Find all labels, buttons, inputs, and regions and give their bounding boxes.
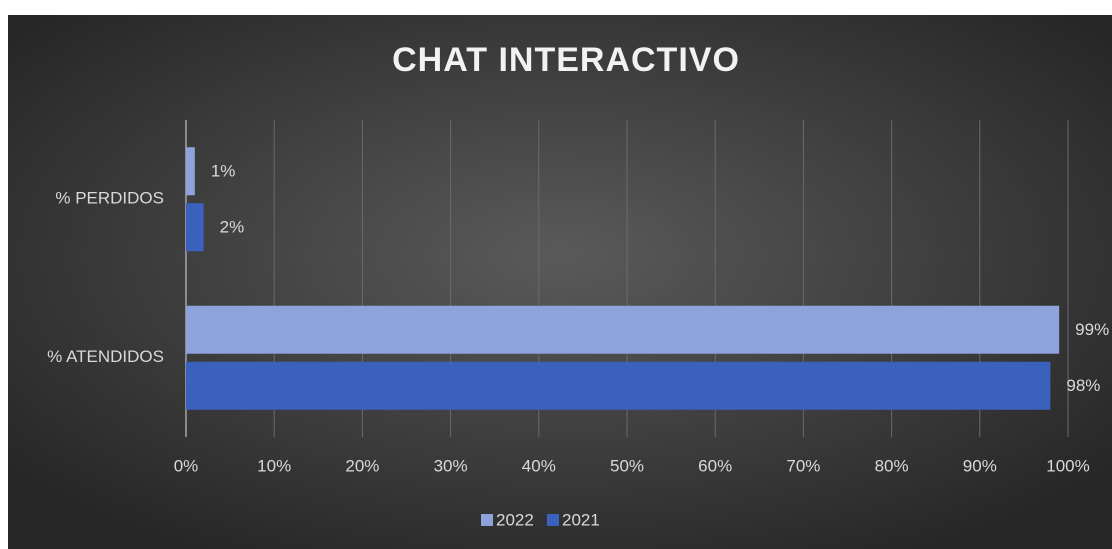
x-tick-label: 50% (610, 456, 644, 475)
bar (186, 147, 195, 196)
chart-background (8, 15, 1112, 549)
data-label: 2% (220, 218, 245, 237)
x-tick-label: 70% (786, 456, 820, 475)
x-tick-label: 60% (698, 456, 732, 475)
legend-swatch (481, 514, 493, 526)
bar (186, 305, 1060, 354)
data-label: 99% (1075, 320, 1109, 339)
bar (186, 361, 1051, 410)
x-tick-label: 90% (963, 456, 997, 475)
x-tick-label: 80% (875, 456, 909, 475)
x-tick-label: 20% (345, 456, 379, 475)
x-tick-label: 40% (522, 456, 556, 475)
x-tick-label: 100% (1046, 456, 1089, 475)
y-tick-label: % ATENDIDOS (47, 347, 164, 366)
y-tick-label: % PERDIDOS (55, 189, 164, 208)
x-tick-label: 30% (434, 456, 468, 475)
legend-swatch (547, 514, 559, 526)
legend-label: 2022 (496, 510, 534, 529)
data-label: 98% (1066, 376, 1100, 395)
chart-title: CHAT INTERACTIVO (392, 41, 740, 79)
bar (186, 203, 204, 252)
x-tick-label: 0% (174, 456, 199, 475)
legend-label: 2021 (562, 510, 600, 529)
data-label: 1% (211, 162, 236, 181)
x-tick-label: 10% (257, 456, 291, 475)
